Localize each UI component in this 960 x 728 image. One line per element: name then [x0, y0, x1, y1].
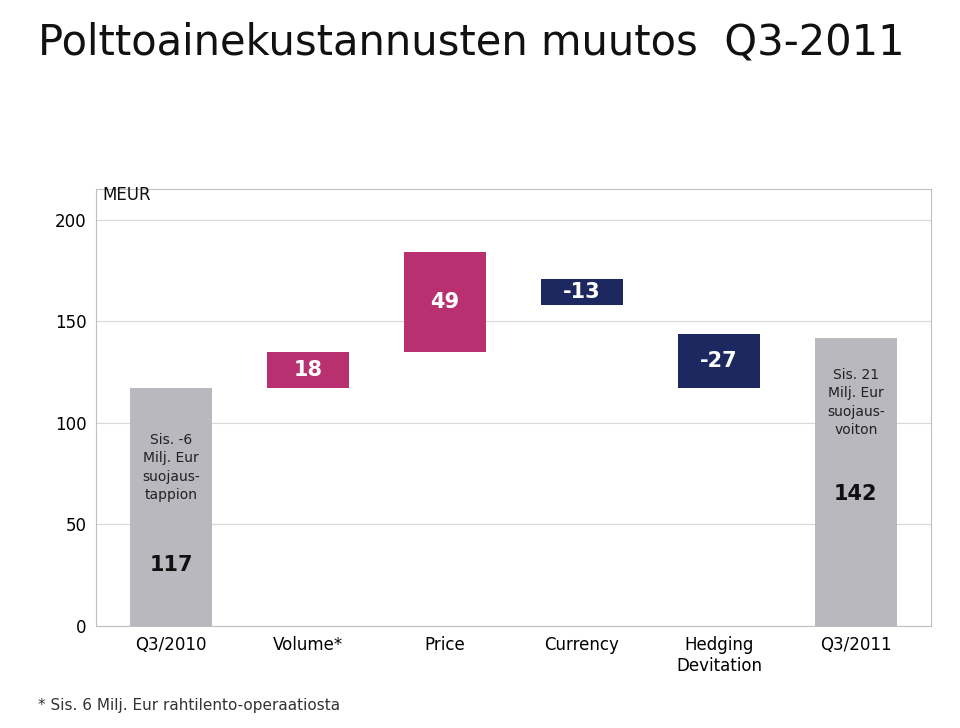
Text: 117: 117 [150, 555, 193, 575]
Text: -27: -27 [700, 351, 738, 371]
Bar [404, 253, 486, 352]
Bar [541, 279, 623, 305]
Text: 18: 18 [294, 360, 323, 380]
Text: * Sis. 6 Milj. Eur rahtilento-operaatiosta: * Sis. 6 Milj. Eur rahtilento-operaatios… [38, 698, 341, 713]
Text: 49: 49 [431, 292, 460, 312]
Text: -13: -13 [564, 282, 601, 302]
Text: Sis. 21
Milj. Eur
suojaus-
voiton: Sis. 21 Milj. Eur suojaus- voiton [827, 368, 885, 438]
Text: 142: 142 [834, 484, 877, 504]
Text: Sis. -6
Milj. Eur
suojaus-
tappion: Sis. -6 Milj. Eur suojaus- tappion [142, 433, 201, 502]
Text: MEUR: MEUR [103, 186, 152, 204]
Bar [267, 352, 349, 388]
Bar [815, 338, 897, 626]
Bar [678, 333, 760, 388]
Text: Polttoainekustannusten muutos  Q3-2011: Polttoainekustannusten muutos Q3-2011 [38, 22, 905, 64]
Bar [131, 388, 212, 626]
